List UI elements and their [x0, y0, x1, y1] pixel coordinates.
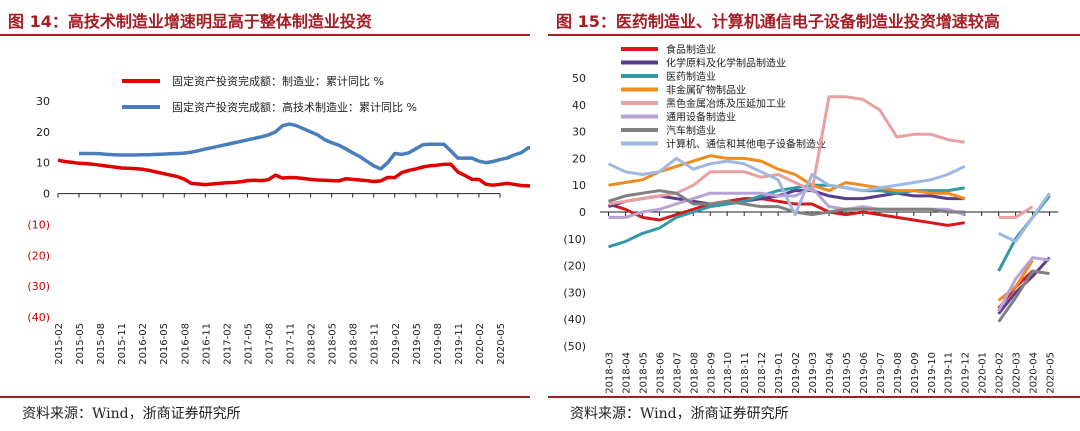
x-tick-label: 2019-11 — [944, 352, 955, 394]
y-tick-label: (40) — [563, 313, 586, 326]
y-tick-label: (10) — [27, 218, 50, 231]
x-tick-label: 2019-05 — [412, 323, 423, 365]
x-tick-label: 2017-05 — [243, 323, 254, 365]
legend-label: 非金属矿物制品业 — [666, 84, 746, 97]
x-tick-label: 2016-11 — [201, 323, 212, 365]
x-tick-label: 2016-08 — [180, 323, 191, 365]
source-rule — [548, 396, 1080, 398]
chart-14-svg: 固定资产投资完成额：制造业：累计同比 % 固定资产投资完成额：高技术制造业：累计同… — [27, 74, 530, 365]
chart-15-svg: 食品制造业化学原料及化学制品制造业医药制造业非金属矿物制品业黑色金属冶炼及压延加… — [563, 43, 1058, 394]
x-tick-label: 2020-01 — [978, 352, 989, 394]
x-tick-label: 2016-05 — [159, 323, 170, 365]
x-tick-label: 2018-05 — [328, 323, 339, 365]
legend-label: 食品制造业 — [666, 43, 716, 56]
x-tick-label: 2018-06 — [655, 352, 666, 394]
y-tick-label: (40) — [27, 311, 50, 324]
chart-panel-15: 图 15：医药制造业、计算机通信电子设备制造业投资增速较高 食品制造业 化学原料及… — [548, 0, 1080, 431]
y-tick-label: 40 — [572, 99, 586, 112]
x-tick-label: 2018-10 — [723, 352, 734, 394]
x-tick-label: 2015-08 — [96, 323, 107, 365]
legend-label: 通用设备制造业 — [666, 111, 736, 124]
source-note: 资料来源：Wind，浙商证券研究所 — [22, 406, 241, 422]
series-line — [57, 158, 530, 188]
x-tick-label: 2018-05 — [638, 352, 649, 394]
y-tick-label: 0 — [579, 206, 586, 219]
legend-label: 固定资产投资完成额：制造业：累计同比 % — [172, 74, 384, 88]
source-note: 资料来源：Wind，浙商证券研究所 — [570, 406, 789, 422]
y-tick-label: (20) — [27, 249, 50, 262]
title-rule — [0, 34, 530, 36]
y-tick-label: 50 — [572, 72, 586, 85]
x-tick-label: 2020-02 — [475, 323, 486, 365]
y-tick-label: 0 — [43, 188, 50, 201]
title-rule — [548, 34, 1080, 36]
series-line — [607, 156, 1051, 243]
y-tick-label: 10 — [572, 179, 586, 192]
x-tick-label: 2015-02 — [54, 323, 65, 365]
y-tick-label: 10 — [36, 157, 50, 170]
x-tick-label: 2019-05 — [842, 352, 853, 394]
x-tick-label: 2017-11 — [286, 323, 297, 365]
x-tick-label: 2019-02 — [391, 323, 402, 365]
x-tick-label: 2018-09 — [706, 352, 717, 394]
x-tick-label: 2018-12 — [757, 352, 768, 394]
x-tick-label: 2019-08 — [893, 352, 904, 394]
x-tick-label: 2018-11 — [740, 352, 751, 394]
y-tick-label: (30) — [563, 286, 586, 299]
y-tick-label: (10) — [563, 233, 586, 246]
legend-label: 黑色金属冶炼及压延加工业 — [666, 97, 786, 110]
x-tick-label: 2020-05 — [496, 323, 507, 365]
chart-panel-14: 图 14：高技术制造业增速明显高于整体制造业投资 固定资产投资完成额：制造业：累… — [0, 0, 530, 431]
series-line — [608, 186, 1050, 312]
y-tick-label: (30) — [27, 280, 50, 293]
x-tick-label: 2016-02 — [138, 323, 149, 365]
x-tick-label: 2020-05 — [1046, 352, 1057, 394]
x-tick-label: 2018-02 — [307, 323, 318, 365]
legend-label: 汽车制造业 — [666, 124, 716, 137]
x-tick-label: 2019-04 — [825, 352, 836, 394]
series-line — [608, 197, 1034, 310]
x-tick-label: 2019-02 — [791, 352, 802, 394]
x-tick-label: 2020-03 — [1012, 352, 1023, 394]
y-tick-label: 20 — [36, 126, 50, 139]
series-line — [608, 154, 1034, 302]
x-tick-label: 2019-07 — [876, 352, 887, 394]
chart-title: 图 14：高技术制造业增速明显高于整体制造业投资 — [8, 12, 372, 31]
y-tick-label: (50) — [563, 340, 586, 353]
x-tick-label: 2019-11 — [454, 323, 465, 365]
series-line — [608, 189, 1050, 323]
y-tick-label: (20) — [563, 260, 586, 273]
x-tick-label: 2017-08 — [265, 323, 276, 365]
y-tick-label: 30 — [36, 95, 50, 108]
x-tick-label: 2015-11 — [117, 323, 128, 365]
series-line — [79, 122, 530, 171]
x-tick-label: 2019-03 — [808, 352, 819, 394]
legend-label: 固定资产投资完成额：高技术制造业：累计同比 % — [172, 100, 417, 114]
x-tick-label: 2018-11 — [370, 323, 381, 365]
legend-label: 计算机、通信和其他电子设备制造业 — [666, 138, 826, 151]
x-tick-label: 2019-10 — [927, 352, 938, 394]
x-tick-label: 2018-03 — [605, 352, 616, 394]
series-line — [608, 189, 1051, 315]
x-tick-label: 2015-05 — [75, 323, 86, 365]
legend-label: 化学原料及化学制品制造业 — [666, 57, 786, 70]
x-tick-label: 2018-08 — [349, 323, 360, 365]
x-tick-label: 2019-09 — [910, 352, 921, 394]
x-tick-label: 2017-02 — [222, 323, 233, 365]
x-tick-label: 2020-04 — [1029, 352, 1040, 394]
series-line — [608, 95, 1034, 219]
x-tick-label: 2019-08 — [433, 323, 444, 365]
source-rule — [0, 396, 530, 398]
x-tick-label: 2018-07 — [672, 352, 683, 394]
x-tick-label: 2019-01 — [774, 352, 785, 394]
legend-label: 医药制造业 — [666, 70, 716, 83]
chart-title: 图 15：医药制造业、计算机通信电子设备制造业投资增速较高 — [556, 12, 1000, 31]
x-tick-label: 2020-02 — [995, 352, 1006, 394]
x-tick-label: 2019-06 — [859, 352, 870, 394]
x-tick-label: 2019-12 — [961, 352, 972, 394]
y-tick-label: 20 — [572, 152, 586, 165]
x-tick-label: 2018-08 — [689, 352, 700, 394]
y-tick-label: 30 — [572, 126, 586, 139]
x-tick-label: 2018-04 — [621, 352, 632, 394]
